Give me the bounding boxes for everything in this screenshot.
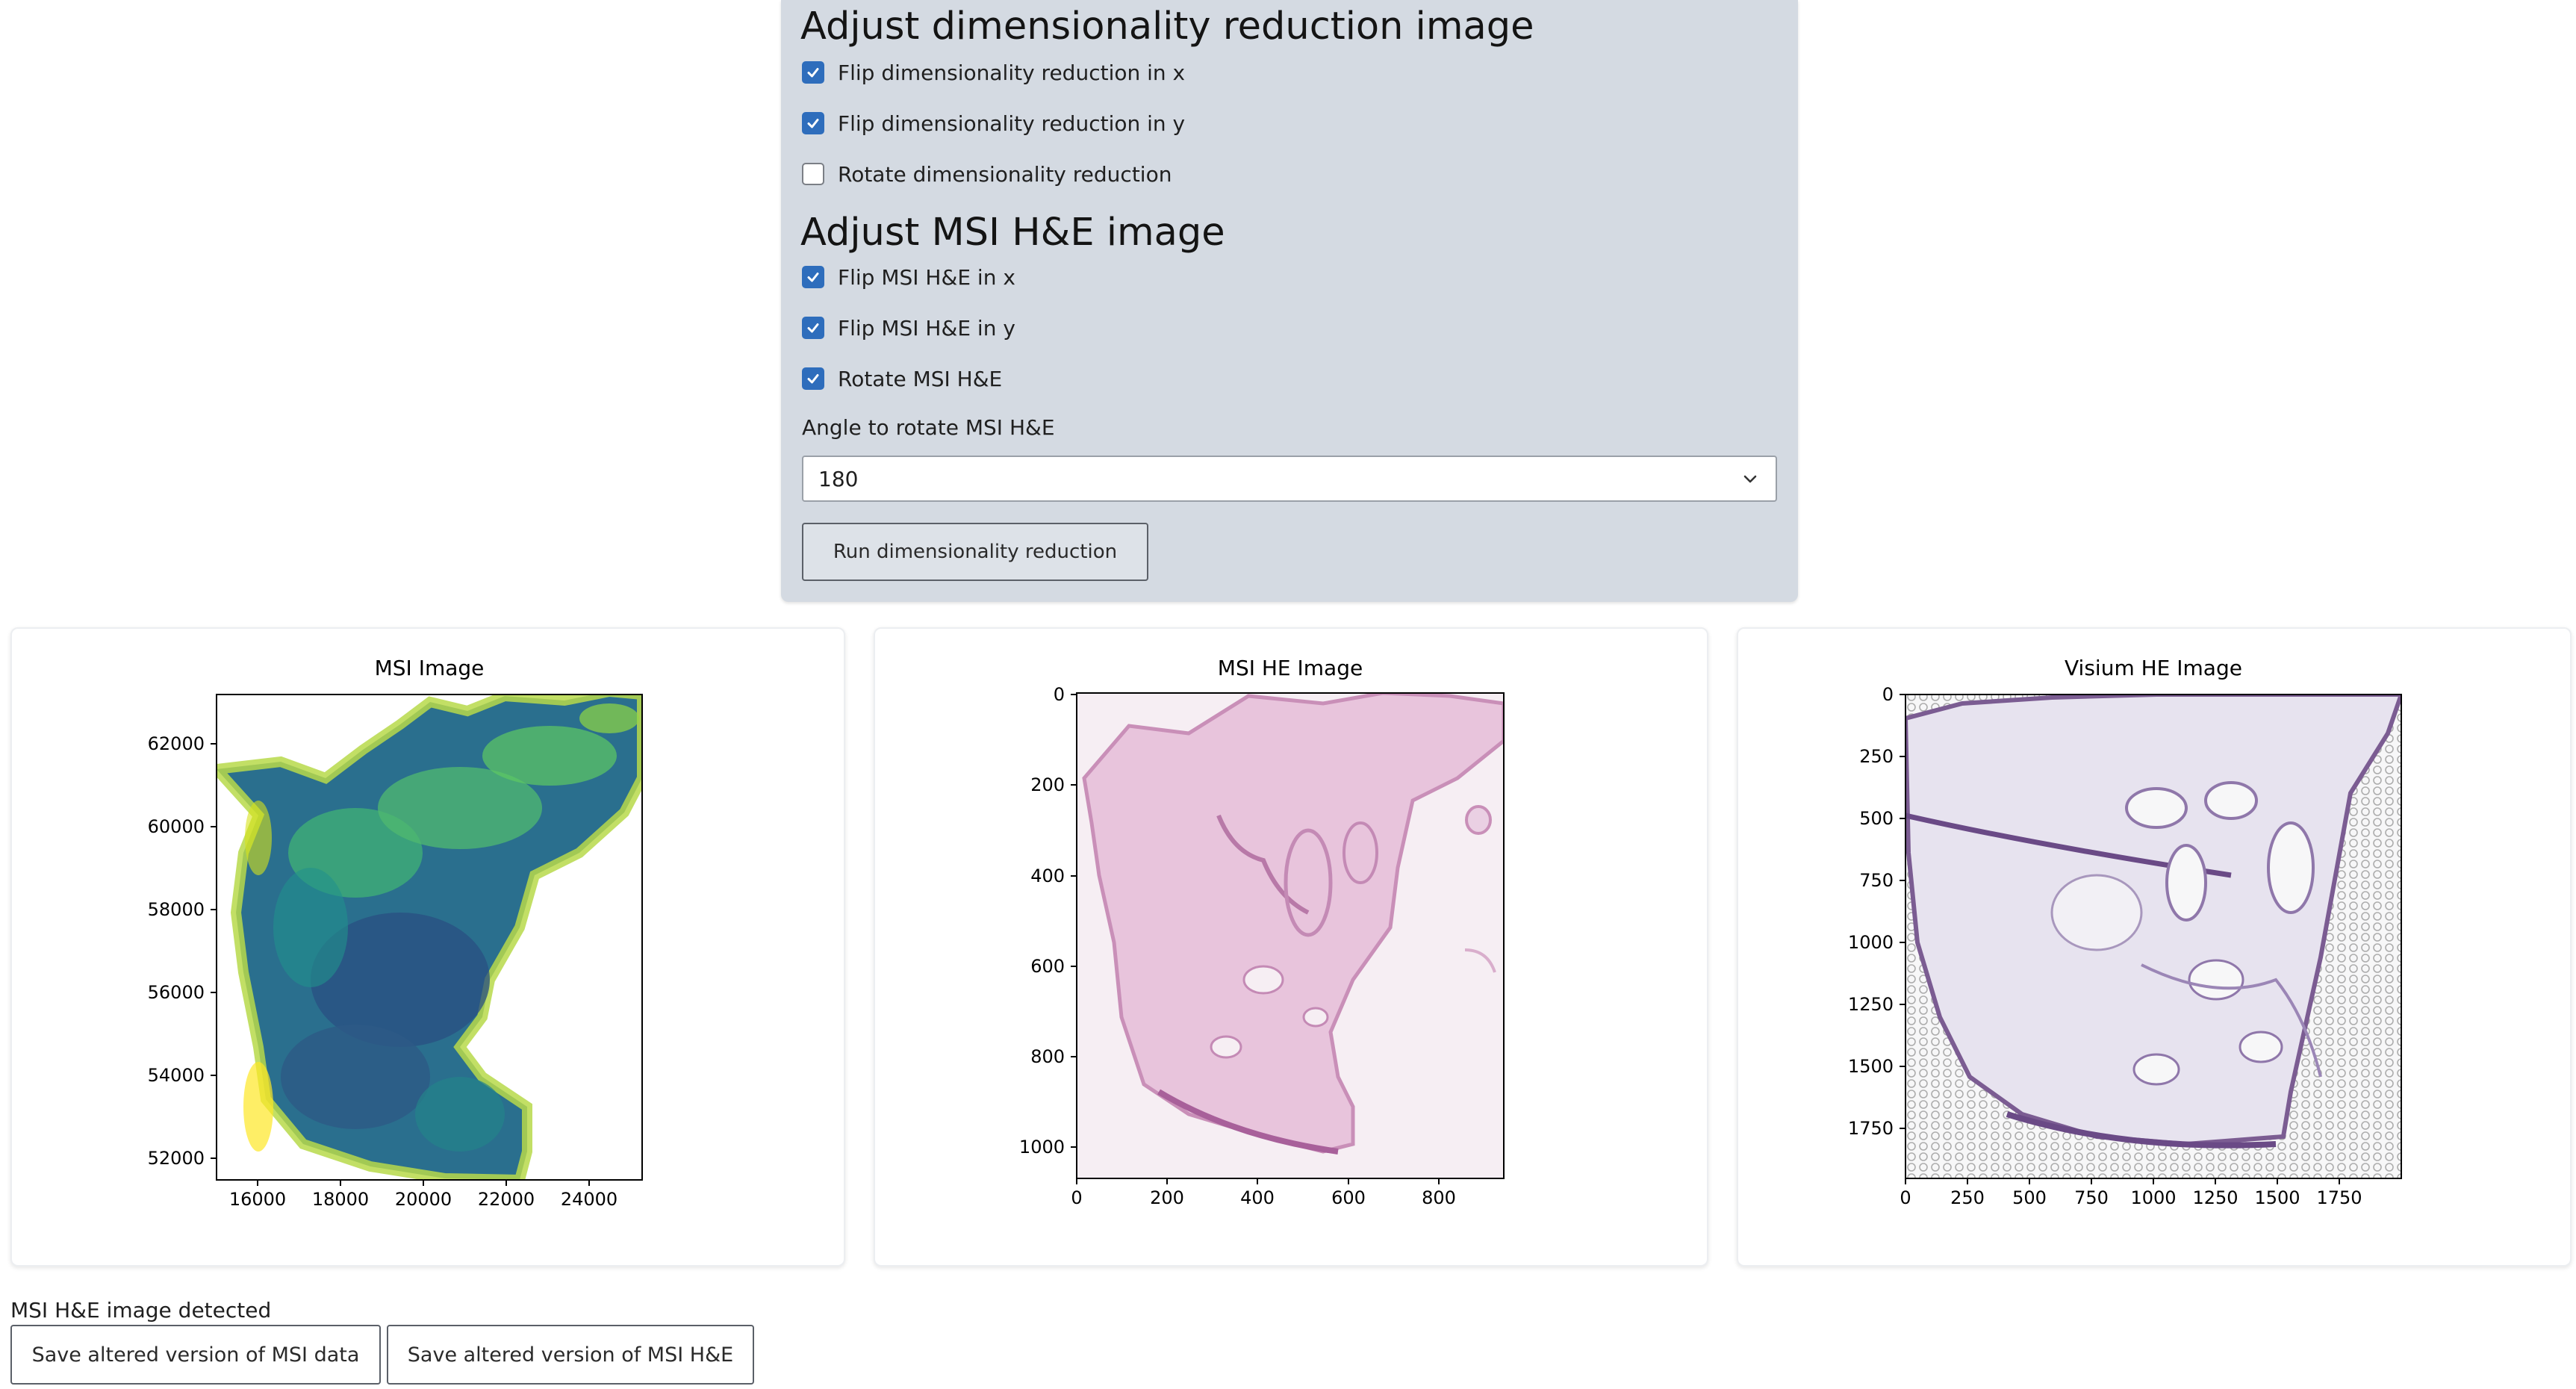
x-tick-label: 1750 xyxy=(2316,1187,2362,1208)
msi-image-card: MSI Image 16000 18000 20000 2200 xyxy=(10,627,845,1267)
checkbox-icon[interactable] xyxy=(802,367,824,390)
y-tick-label: 1750 xyxy=(1848,1118,1894,1139)
angle-select[interactable]: 180 xyxy=(802,456,1777,502)
x-tick-label: 24000 xyxy=(561,1189,617,1210)
x-tick-label: 18000 xyxy=(312,1189,369,1210)
adjustment-panel: Adjust dimensionality reduction image Fl… xyxy=(781,0,1798,602)
x-tick-label: 600 xyxy=(1331,1187,1366,1208)
flip-he-x-option[interactable]: Flip MSI H&E in x xyxy=(802,261,1015,293)
chevron-down-icon xyxy=(1743,475,1757,483)
y-tick-label: 1500 xyxy=(1848,1056,1894,1077)
x-tick-label: 1250 xyxy=(2192,1187,2238,1208)
rotate-he-option[interactable]: Rotate MSI H&E xyxy=(802,362,1002,395)
option-label: Flip MSI H&E in y xyxy=(838,315,1015,341)
msi-he-tissue-image xyxy=(1082,693,1504,1155)
x-axis: 0 250 500 750 1000 1250 1500 1750 xyxy=(1900,1178,2362,1208)
x-axis: 0 200 400 600 800 xyxy=(1071,1178,1456,1208)
plot-title: MSI HE Image xyxy=(1218,656,1363,680)
rotate-dimred-option[interactable]: Rotate dimensionality reduction xyxy=(802,158,1172,190)
msi-tissue-image xyxy=(217,694,642,1180)
y-tick-label: 1000 xyxy=(1848,932,1894,953)
visium-he-image-card: Visium HE Image xyxy=(1737,627,2572,1267)
x-tick-label: 1500 xyxy=(2254,1187,2300,1208)
flip-dimred-y-option[interactable]: Flip dimensionality reduction in y xyxy=(802,107,1185,140)
msi-image-plot: MSI Image 16000 18000 20000 2200 xyxy=(148,656,643,1210)
checkbox-icon[interactable] xyxy=(802,112,824,134)
y-tick-label: 200 xyxy=(1030,774,1065,795)
y-tick-label: 600 xyxy=(1030,956,1065,977)
checkbox-icon[interactable] xyxy=(802,266,824,288)
x-tick-label: 500 xyxy=(2012,1187,2047,1208)
checkbox-icon[interactable] xyxy=(802,61,824,84)
y-tick-label: 56000 xyxy=(148,982,205,1003)
y-tick-label: 52000 xyxy=(148,1148,205,1169)
plot-frame xyxy=(1076,692,1505,1179)
plot-frame xyxy=(216,694,643,1181)
x-tick-label: 200 xyxy=(1150,1187,1184,1208)
option-label: Flip MSI H&E in x xyxy=(838,264,1015,290)
visium-he-image-plot: Visium HE Image xyxy=(1848,656,2402,1208)
y-tick-label: 1000 xyxy=(1019,1137,1065,1158)
dimred-heading: Adjust dimensionality reduction image xyxy=(800,4,1534,49)
y-tick-label: 500 xyxy=(1859,808,1894,829)
y-tick-label: 0 xyxy=(1054,684,1065,705)
y-tick-label: 800 xyxy=(1030,1046,1065,1067)
option-label: Rotate dimensionality reduction xyxy=(838,161,1172,187)
msi-he-image-card: MSI HE Image 0 200 400 600 800 xyxy=(874,627,1708,1267)
flip-dimred-x-option[interactable]: Flip dimensionality reduction in x xyxy=(802,56,1185,89)
x-axis: 16000 18000 20000 22000 24000 xyxy=(229,1180,617,1210)
y-tick-label: 250 xyxy=(1859,746,1894,767)
plot-title: MSI Image xyxy=(375,656,485,680)
x-tick-label: 22000 xyxy=(478,1189,535,1210)
x-tick-label: 800 xyxy=(1422,1187,1456,1208)
msi-he-image-plot: MSI HE Image 0 200 400 600 800 xyxy=(1019,656,1505,1208)
angle-label: Angle to rotate MSI H&E xyxy=(802,415,1055,440)
y-tick-label: 400 xyxy=(1030,866,1065,886)
checkbox-icon[interactable] xyxy=(802,317,824,339)
plot-title: Visium HE Image xyxy=(2065,656,2242,680)
save-msi-data-button[interactable]: Save altered version of MSI data xyxy=(10,1325,381,1385)
option-label: Flip dimensionality reduction in y xyxy=(838,111,1186,136)
x-tick-label: 750 xyxy=(2074,1187,2109,1208)
y-tick-label: 58000 xyxy=(148,899,205,920)
y-tick-label: 1250 xyxy=(1848,994,1894,1015)
option-label: Flip dimensionality reduction in x xyxy=(838,60,1186,85)
angle-select-value: 180 xyxy=(818,466,859,491)
visium-tissue-image xyxy=(1905,694,2401,1178)
run-dimred-button[interactable]: Run dimensionality reduction xyxy=(802,523,1148,581)
x-tick-label: 400 xyxy=(1240,1187,1275,1208)
x-tick-label: 0 xyxy=(1071,1187,1082,1208)
option-label: Rotate MSI H&E xyxy=(838,366,1003,391)
x-tick-label: 0 xyxy=(1900,1187,1911,1208)
y-axis: 0 200 400 600 800 1000 xyxy=(1019,684,1077,1158)
x-tick-label: 16000 xyxy=(229,1189,286,1210)
x-tick-label: 20000 xyxy=(395,1189,452,1210)
y-axis: 62000 60000 58000 56000 54000 52000 xyxy=(148,733,217,1169)
x-tick-label: 250 xyxy=(1950,1187,1985,1208)
flip-he-y-option[interactable]: Flip MSI H&E in y xyxy=(802,311,1015,344)
y-tick-label: 750 xyxy=(1859,870,1894,891)
he-heading: Adjust MSI H&E image xyxy=(800,211,1225,255)
y-tick-label: 62000 xyxy=(148,733,205,754)
x-tick-label: 1000 xyxy=(2130,1187,2176,1208)
y-tick-label: 54000 xyxy=(148,1065,205,1086)
status-text: MSI H&E image detected xyxy=(10,1298,272,1323)
y-tick-label: 60000 xyxy=(148,816,205,837)
save-msi-he-button[interactable]: Save altered version of MSI H&E xyxy=(387,1325,754,1385)
checkbox-icon[interactable] xyxy=(802,163,824,185)
y-axis: 0 250 500 750 1000 1250 1500 1750 xyxy=(1848,684,1905,1139)
y-tick-label: 0 xyxy=(1882,684,1894,705)
